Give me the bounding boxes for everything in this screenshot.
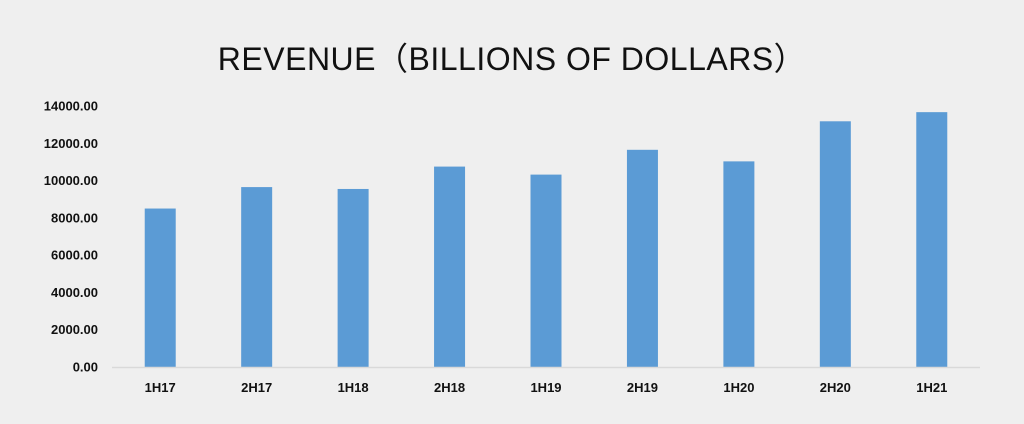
bar-1h17 xyxy=(144,208,176,367)
x-tick-label-2h17: 2H17 xyxy=(241,380,272,395)
x-axis: 1H17 2H17 1H18 2H18 1H19 2H19 1H20 2H20 1H21 xyxy=(145,380,948,395)
bar-1h19 xyxy=(530,174,562,367)
bar-1h20 xyxy=(723,161,755,367)
x-tick-label-2h18: 2H18 xyxy=(434,380,465,395)
x-tick-label-2h19: 2H19 xyxy=(627,380,658,395)
bar-2h19 xyxy=(626,149,658,367)
x-tick-label-1h21: 1H21 xyxy=(916,380,947,395)
y-tick-label: 14000.00 xyxy=(44,99,98,114)
bar-2h20 xyxy=(819,121,851,367)
y-tick-label: 10000.00 xyxy=(44,173,98,188)
y-tick-label: 6000.00 xyxy=(51,248,98,263)
bars xyxy=(144,112,948,367)
x-tick-label-1h17: 1H17 xyxy=(145,380,176,395)
x-tick-label-1h18: 1H18 xyxy=(338,380,369,395)
bar-2h18 xyxy=(434,166,466,367)
y-tick-label: 12000.00 xyxy=(44,136,98,151)
x-tick-label-1h19: 1H19 xyxy=(530,380,561,395)
y-tick-label: 8000.00 xyxy=(51,210,98,225)
bar-2h17 xyxy=(241,187,273,367)
x-tick-label-1h20: 1H20 xyxy=(723,380,754,395)
bar-1h18 xyxy=(337,188,369,367)
y-axis: 0.00 2000.00 4000.00 6000.00 8000.00 10000.00… xyxy=(44,99,98,375)
y-tick-label: 2000.00 xyxy=(51,322,98,337)
chart-title: REVENUE（BILLIONS OF DOLLARS） xyxy=(217,41,807,77)
y-tick-label: 4000.00 xyxy=(51,285,98,300)
bar-1h21 xyxy=(916,112,948,367)
x-tick-label-2h20: 2H20 xyxy=(820,380,851,395)
y-tick-label: 0.00 xyxy=(73,360,98,375)
